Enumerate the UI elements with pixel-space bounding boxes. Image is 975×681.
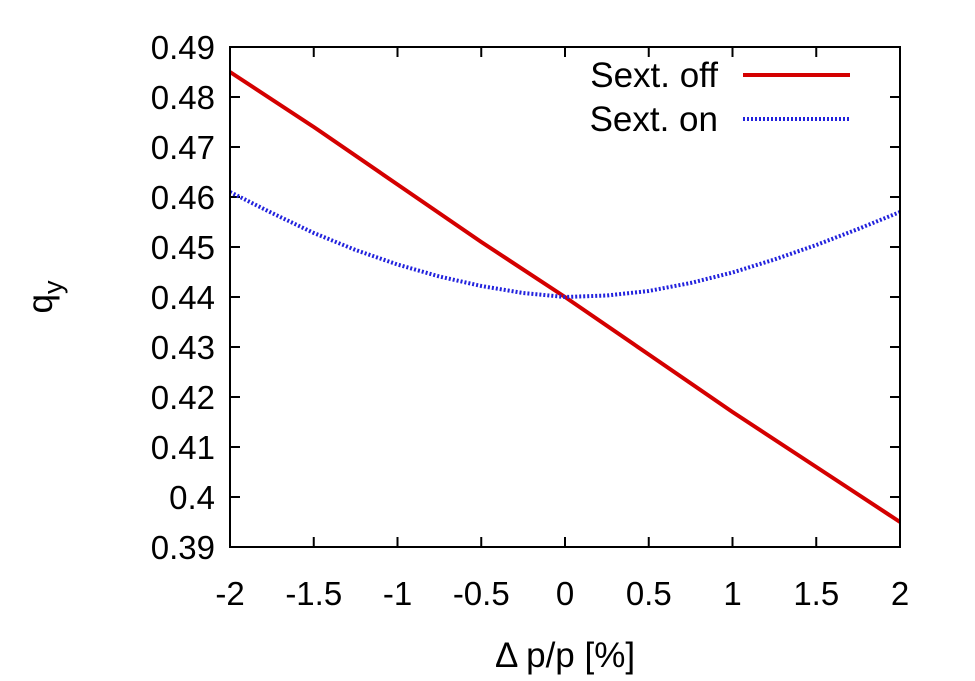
y-tick-label: 0.42 bbox=[151, 379, 215, 416]
series-layer bbox=[228, 70, 902, 524]
x-tick-label: -0.5 bbox=[453, 575, 510, 612]
x-tick-label: 1 bbox=[723, 575, 741, 612]
y-tick-label: 0.49 bbox=[151, 29, 215, 66]
x-tick-label: 0 bbox=[556, 575, 574, 612]
legend-label: Sext. on bbox=[590, 100, 718, 139]
y-tick-label: 0.46 bbox=[151, 179, 215, 216]
plot-frame bbox=[229, 46, 901, 548]
y-axis-label-main: q bbox=[21, 294, 60, 313]
y-tick-label: 0.44 bbox=[151, 279, 215, 316]
y-tick-label: 0.47 bbox=[151, 129, 215, 166]
x-tick-label: 0.5 bbox=[626, 575, 672, 612]
legend: Sext. off Sext. on bbox=[590, 56, 850, 139]
legend-label: Sext. off bbox=[590, 56, 718, 95]
x-tick-label: 2 bbox=[891, 575, 909, 612]
y-tick-labels: 0.39 0.4 0.41 0.42 0.43 0.44 0.45 0.46 0.47 0.48 0… bbox=[151, 29, 215, 566]
x-axis-label: Δ p/p [%] bbox=[495, 636, 635, 675]
y-axis-label: qy bbox=[21, 280, 68, 313]
x-tick-label: -2 bbox=[215, 575, 244, 612]
y-tick-label: 0.41 bbox=[151, 429, 215, 466]
y-tick-label: 0.39 bbox=[151, 529, 215, 566]
y-tick-label: 0.4 bbox=[169, 479, 215, 516]
x-tick-label: -1 bbox=[383, 575, 412, 612]
series-line-sext-on bbox=[229, 190, 901, 300]
x-tick-label: 1.5 bbox=[793, 575, 839, 612]
x-tick-label: -1.5 bbox=[285, 575, 342, 612]
y-tick-label: 0.48 bbox=[151, 79, 215, 116]
y-tick-label: 0.43 bbox=[151, 329, 215, 366]
y-tick-label: 0.45 bbox=[151, 229, 215, 266]
x-tick-labels: -2 -1.5 -1 -0.5 0 0.5 1 1.5 2 bbox=[215, 575, 909, 612]
y-axis-label-subscript: y bbox=[38, 280, 68, 294]
